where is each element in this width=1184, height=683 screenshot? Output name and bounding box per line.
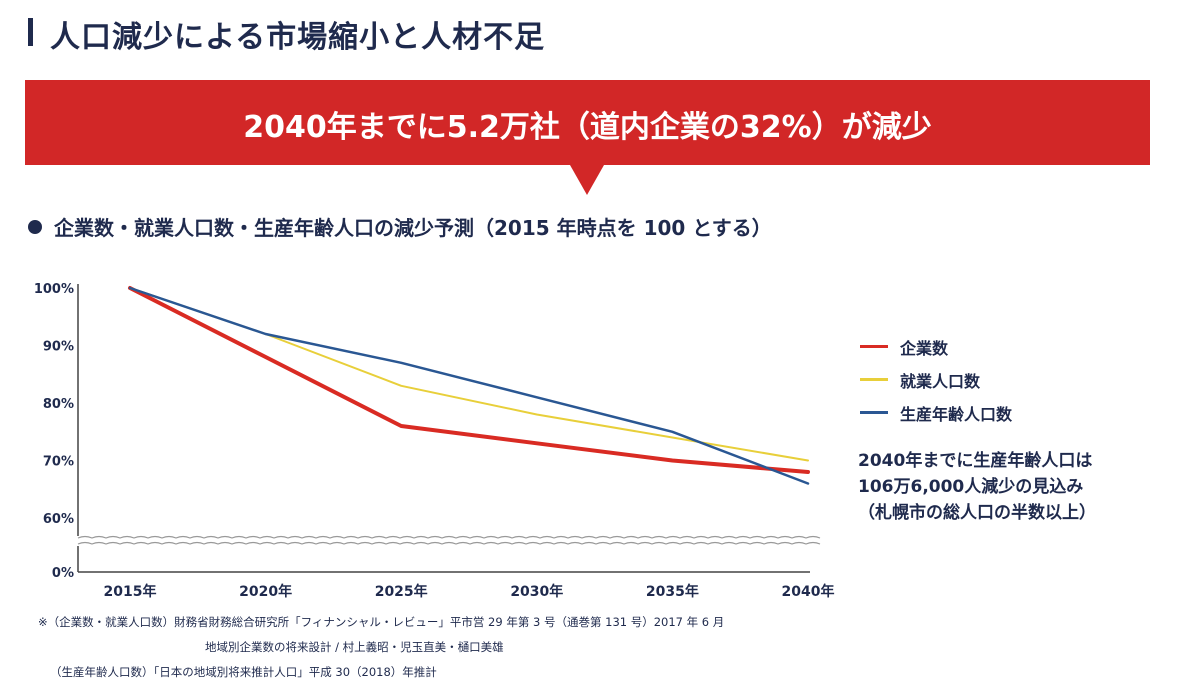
axis-break-wave-bottom: [77, 541, 821, 545]
chart-heading-text: 企業数・就業人口数・生産年齢人口の減少予測（2015 年時点を 100 とする）: [54, 216, 772, 240]
x-tick-label: 2030年: [510, 583, 563, 600]
x-tick-label: 2015年: [104, 583, 157, 600]
legend-item: 企業数: [860, 330, 1012, 363]
x-tick-label: 2040年: [782, 583, 835, 600]
banner-text: 2040年までに5.2万社（道内企業の32%）が減少: [243, 110, 932, 145]
x-tick-label: 2025年: [375, 583, 428, 600]
axis-break-gap: [74, 536, 812, 546]
legend-label: 生産年齢人口数: [900, 404, 1013, 424]
y-tick-label: 100%: [34, 282, 74, 297]
legend-swatch: [860, 411, 888, 414]
source-note-1: ※（企業数・就業人口数）財務省財務総合研究所「フィナンシャル・レビュー」平市営 …: [38, 615, 725, 629]
y-tick-label: 70%: [43, 455, 74, 470]
legend-swatch: [860, 345, 888, 348]
source-note-3: （生産年齢人口数）「日本の地域別将来推計人口」平成 30（2018）年推計: [50, 665, 437, 679]
chart-legend: 企業数就業人口数生産年齢人口数: [860, 330, 1012, 429]
note-line-2: 106万6,000人減少の見込み: [858, 477, 1084, 497]
legend-label: 就業人口数: [900, 371, 981, 391]
banner-arrow: [570, 165, 604, 195]
y-tick-label: 90%: [43, 340, 74, 355]
source-note-2: 地域別企業数の将来設計 / 村上義昭・児玉直美・樋口美雄: [205, 640, 504, 654]
series-line-3: [128, 286, 810, 485]
line-chart: 0% 60% 70% 80% 90% 100% 2015年 2020年 2025年 2030年 20…: [34, 282, 835, 600]
x-tick-label: 2020年: [239, 583, 292, 600]
axis-break-wave-top: [77, 535, 821, 539]
note-line-1: 2040年までに生産年齢人口は: [858, 451, 1093, 471]
title-accent-bar: [28, 18, 33, 46]
note-line-3: （札幌市の総人口の半数以上）: [858, 503, 1096, 523]
annotation-note: 2040年までに生産年齢人口は 106万6,000人減少の見込み （札幌市の総人…: [858, 448, 1096, 526]
x-tick-label: 2035年: [646, 583, 699, 600]
y-tick-label: 80%: [43, 397, 74, 412]
headline-banner: 2040年までに5.2万社（道内企業の32%）が減少: [25, 80, 1150, 165]
bullet-icon: [28, 219, 42, 234]
page-title: 人口減少による市場縮小と人材不足: [50, 20, 546, 55]
legend-swatch: [860, 378, 888, 381]
y-tick-label: 60%: [43, 512, 74, 527]
chart-heading: 企業数・就業人口数・生産年齢人口の減少予測（2015 年時点を 100 とする）: [28, 212, 772, 241]
legend-label: 企業数: [900, 338, 949, 358]
series-line-1: [128, 286, 810, 474]
y-tick-label: 0%: [52, 566, 74, 581]
legend-item: 生産年齢人口数: [860, 396, 1012, 429]
legend-item: 就業人口数: [860, 363, 1012, 396]
